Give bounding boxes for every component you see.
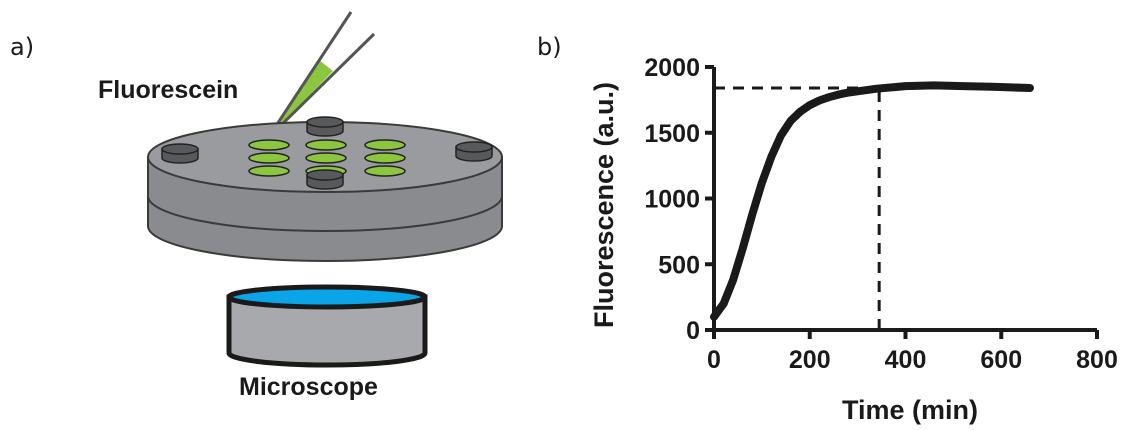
y-tick-label: 500 xyxy=(658,251,700,279)
well xyxy=(248,152,290,164)
x-tick-label: 0 xyxy=(707,346,721,374)
sample-stage xyxy=(147,116,503,262)
panel-a: a) Fluorescein xyxy=(10,11,503,401)
x-tick-label: 600 xyxy=(980,346,1022,374)
well xyxy=(248,139,290,151)
well xyxy=(305,152,347,164)
fluorescence-chart: Fluorescence (a.u.) Time (min) 0 500 1000 1… xyxy=(589,54,1118,425)
objective-lens xyxy=(226,284,428,310)
x-tick-label: 400 xyxy=(885,346,927,374)
x-axis-title: Time (min) xyxy=(842,395,978,425)
pipette-icon xyxy=(266,11,376,140)
well xyxy=(364,152,406,164)
panel-b-label: b) xyxy=(537,33,562,61)
fluorescence-series-line xyxy=(710,81,1034,321)
y-axis-title: Fluorescence (a.u.) xyxy=(589,82,619,328)
well xyxy=(248,165,290,177)
x-tick-label: 800 xyxy=(1076,346,1118,374)
objective-body xyxy=(226,294,428,368)
microscope-objective-icon xyxy=(226,284,428,368)
pipette-liquid xyxy=(268,60,333,138)
panel-b: b) Fluorescence (a.u.) Time (min) 0 500 10… xyxy=(537,33,1118,425)
y-tick-label: 1000 xyxy=(644,186,700,214)
x-tick-label: 200 xyxy=(789,346,831,374)
post-back xyxy=(306,116,344,137)
fluorescein-label: Fluorescein xyxy=(98,76,238,104)
well xyxy=(305,139,347,151)
post-front xyxy=(306,169,344,190)
microscope-label: Microscope xyxy=(239,373,378,401)
well xyxy=(364,165,406,177)
y-tick-label: 0 xyxy=(686,317,700,345)
post-left xyxy=(161,143,199,164)
well xyxy=(364,139,406,151)
well-grid xyxy=(248,139,406,177)
y-tick-label: 1500 xyxy=(644,120,700,148)
post-right xyxy=(455,141,493,162)
y-tick-label: 2000 xyxy=(644,54,700,82)
panel-a-label: a) xyxy=(10,33,34,61)
